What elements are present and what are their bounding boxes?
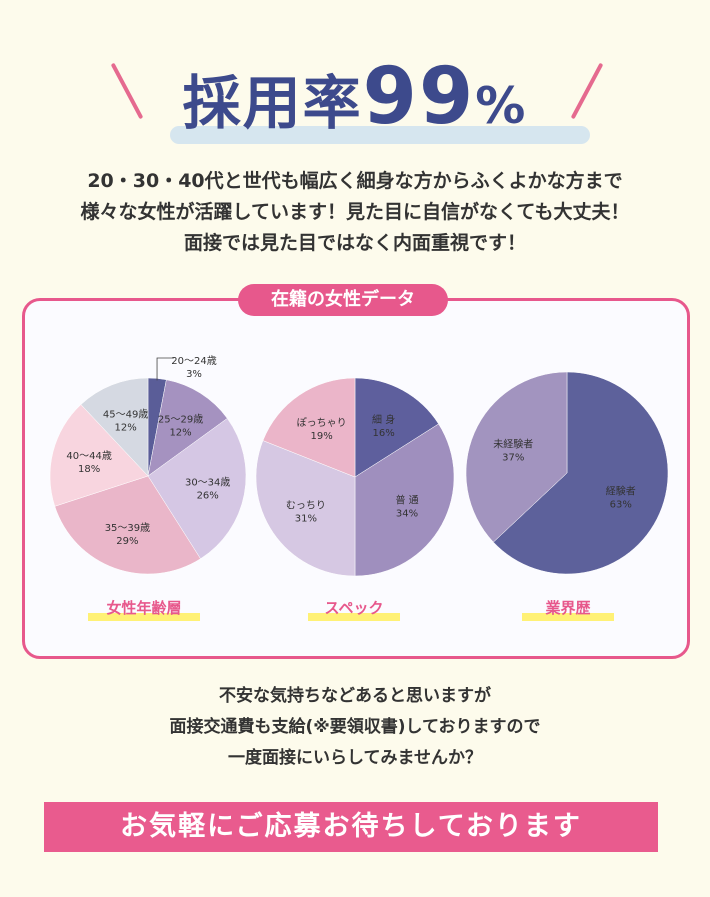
age-slice-label-5: 45〜49歳 (103, 409, 148, 421)
outro-line: 面接交通費も支給(※要領収書)しておりますので (169, 717, 541, 737)
age-pie-chart: 20〜24歳 3% 25〜29歳 12% 30〜34歳 26% 35〜39歳 29% 40〜44… (49, 355, 247, 578)
spec-slice-1 (354, 423, 455, 577)
age-slice-label-1: 25〜29歳 (158, 414, 203, 426)
intro-line: 20・30・40代と世代も幅広く細身な方からふくよかな方まで (87, 170, 623, 192)
spec-pie-svg: 細 身 16% 普 通 34% むっちり 31% ぽっちゃり 19% (255, 377, 455, 577)
experience-slice-label-1: 未経験者 (493, 438, 533, 451)
age-slice-2 (147, 418, 247, 560)
hero-title-suffix: % (475, 77, 528, 135)
age-slice-4 (49, 404, 149, 507)
age-slice-value-5: 12% (115, 423, 137, 434)
hero-title-number: 99 (362, 52, 476, 142)
spec-slice-label-2: むっちり (286, 499, 326, 511)
intro-line: 面接では見た目ではなく内面重視です！ (183, 232, 526, 254)
caption-age-text: 女性年齢層 (106, 599, 182, 617)
spec-slice-value-2: 31% (295, 513, 317, 524)
age-slice-value-3: 29% (116, 536, 138, 547)
spec-slice-value-1: 34% (396, 509, 418, 520)
spec-slice-0 (354, 377, 439, 478)
experience-pie-svg: 経験者 63% 未経験者 37% (465, 371, 669, 575)
caption-spec-text: スペック (324, 599, 384, 617)
hero-title-text: 採用率 (182, 69, 363, 137)
spec-slice-2 (255, 440, 356, 577)
outro-line: 不安な気持ちなどあると思いますが (219, 686, 491, 706)
panel-title: 在籍の女性データ (238, 284, 448, 316)
age-slice-5 (80, 377, 149, 477)
experience-pie-chart: 経験者 63% 未経験者 37% (465, 371, 669, 578)
spec-slice-label-0: 細 身 (372, 413, 395, 426)
spec-pie-chart: 細 身 16% 普 通 34% むっちり 31% ぽっちゃり 19% (255, 377, 455, 580)
experience-slice-label-0: 経験者 (606, 484, 636, 497)
spec-slice-value-0: 16% (372, 428, 394, 439)
age-leader-line-0 (156, 357, 174, 381)
age-slice-label-0: 20〜24歳 (171, 355, 216, 367)
experience-slice-value-0: 63% (610, 499, 632, 510)
age-slice-label-2: 30〜34歳 (185, 476, 230, 488)
age-slice-label-3: 35〜39歳 (105, 522, 150, 534)
hero: 採用率99% (0, 40, 710, 150)
spec-slice-label-1: 普 通 (395, 494, 418, 507)
outro-line: 一度面接にいらしてみませんか？ (228, 748, 482, 768)
apply-cta-banner[interactable]: お気軽にご応募お待ちしております (44, 802, 658, 852)
caption-age: 女性年齢層 (88, 597, 200, 621)
brush-highlight (170, 126, 590, 144)
intro-line: 様々な女性が活躍しています！見た目に自信がなくても大丈夫！ (80, 201, 630, 223)
experience-slice-value-1: 37% (502, 453, 524, 464)
age-slice-value-1: 12% (169, 428, 191, 439)
age-pie-svg: 20〜24歳 3% 25〜29歳 12% 30〜34歳 26% 35〜39歳 29% 40〜44… (49, 355, 247, 575)
age-slice-value-4: 18% (78, 464, 100, 475)
age-slice-3 (54, 475, 201, 575)
age-slice-value-2: 26% (197, 490, 219, 501)
age-slice-value-0: 3% (186, 369, 202, 380)
spec-slice-value-3: 19% (310, 431, 332, 442)
outro-text: 不安な気持ちなどあると思いますが 面接交通費も支給(※要領収書)しておりますので… (0, 681, 710, 774)
spec-slice-3 (262, 377, 356, 478)
experience-slice-1 (465, 371, 568, 543)
caption-spec: スペック (308, 597, 400, 621)
age-slice-1 (147, 379, 228, 477)
caption-experience: 業界歴 (522, 597, 614, 621)
intro-text: 20・30・40代と世代も幅広く細身な方からふくよかな方まで 様々な女性が活躍し… (0, 166, 710, 259)
caption-experience-text: 業界歴 (545, 599, 591, 617)
spec-slice-label-3: ぽっちゃり (297, 417, 347, 429)
experience-slice-0 (493, 371, 669, 575)
age-slice-label-4: 40〜44歳 (66, 450, 111, 462)
hero-title: 採用率99% (0, 52, 710, 142)
